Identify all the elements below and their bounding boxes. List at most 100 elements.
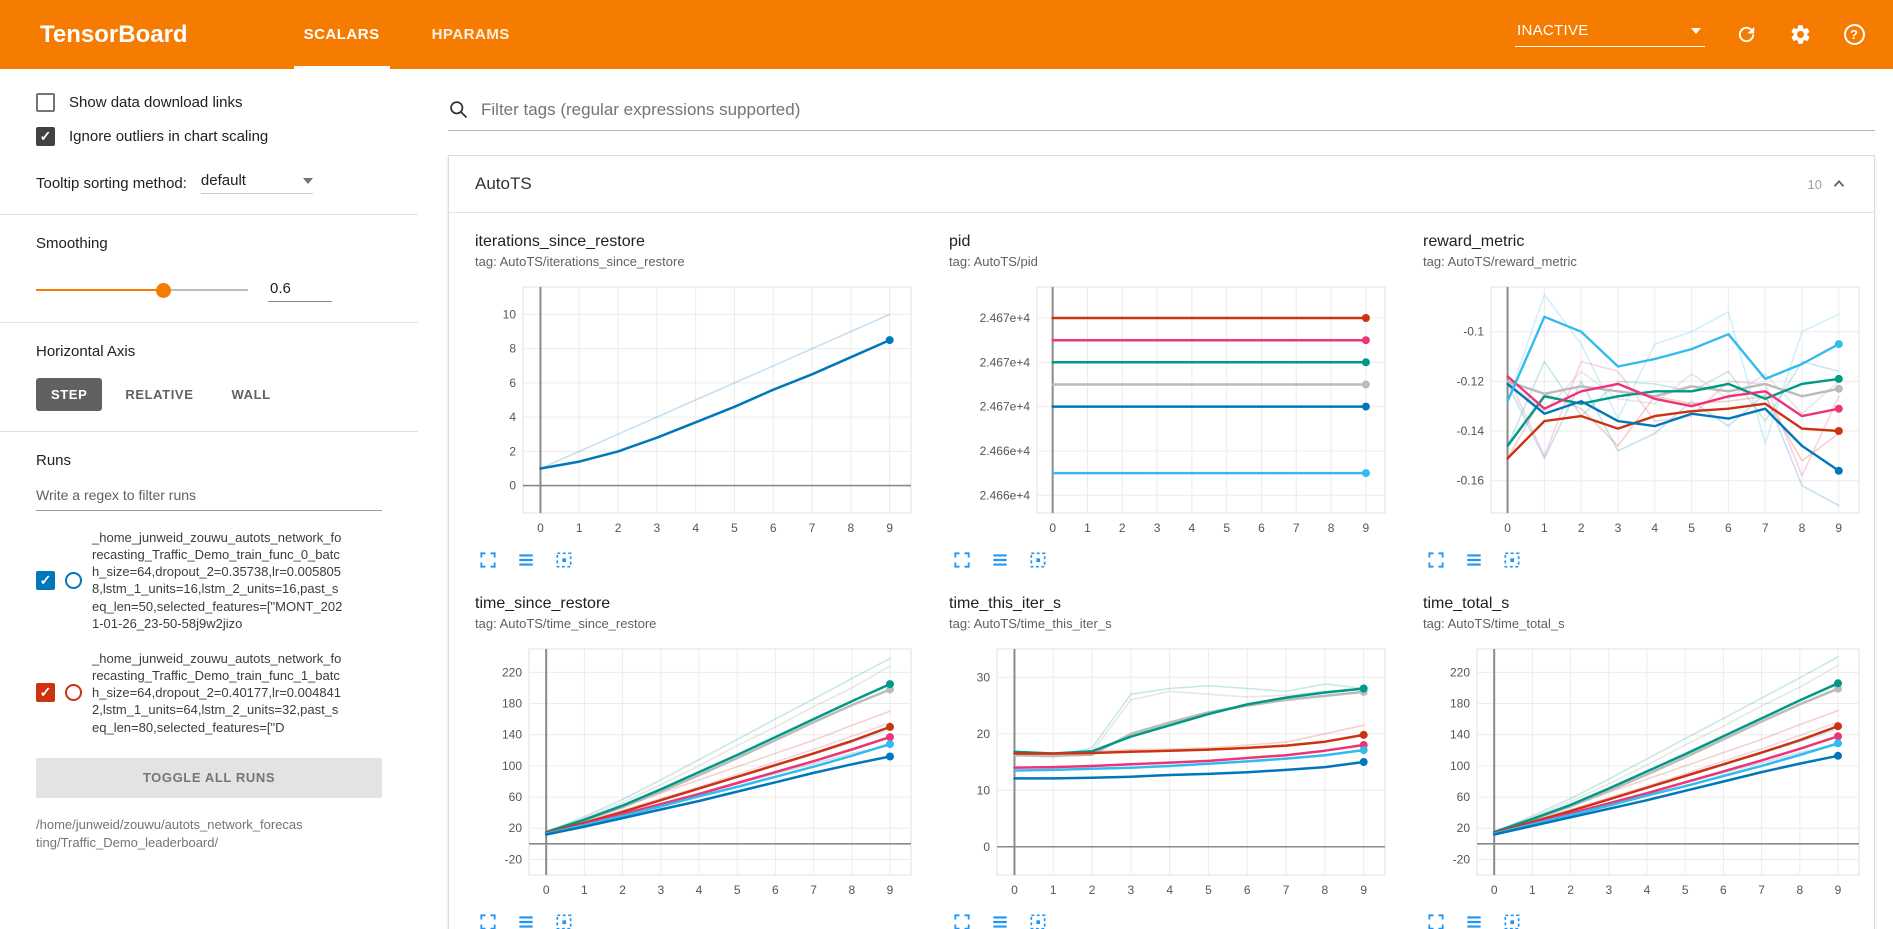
chart-subtitle: tag: AutoTS/iterations_since_restore xyxy=(475,254,685,269)
svg-text:-20: -20 xyxy=(1453,852,1471,866)
svg-text:8: 8 xyxy=(848,883,855,897)
expand-chart-icon[interactable] xyxy=(477,911,499,929)
run-name: _home_junweid_zouwu_autots_network_forec… xyxy=(92,650,342,735)
autots-section-header[interactable]: AutoTS 10 xyxy=(449,156,1874,213)
expand-chart-icon[interactable] xyxy=(951,911,973,929)
svg-text:5: 5 xyxy=(734,883,741,897)
chart-card: time_this_iter_s tag: AutoTS/time_this_it… xyxy=(935,595,1409,929)
svg-text:-0.1: -0.1 xyxy=(1463,325,1484,339)
tooltip-sort-label: Tooltip sorting method: xyxy=(36,174,187,192)
run-data-icon[interactable] xyxy=(515,549,537,571)
slider-thumb[interactable] xyxy=(156,283,172,298)
svg-text:60: 60 xyxy=(509,790,523,804)
run-data-icon[interactable] xyxy=(989,549,1011,571)
chart-title: pid xyxy=(949,233,971,250)
tab-hparams[interactable]: HPARAMS xyxy=(431,26,510,43)
svg-text:8: 8 xyxy=(1799,521,1806,535)
line-chart[interactable]: 0 1 2 3 4 5 6 7 8 9 -0.1 -0.12 -0.14 -0.16 xyxy=(1423,279,1869,539)
expand-chart-icon[interactable] xyxy=(1425,549,1447,571)
filter-tags-input[interactable] xyxy=(481,99,1875,120)
expand-chart-icon[interactable] xyxy=(951,549,973,571)
runs-filter-input[interactable] xyxy=(36,479,382,511)
chart-plot[interactable]: 0 1 2 3 4 5 6 7 8 9 -20 20 60 100 140 180 220 xyxy=(1423,641,1869,906)
run-data-icon[interactable] xyxy=(1463,911,1485,929)
smoothing-slider[interactable] xyxy=(36,282,248,298)
fit-domain-icon[interactable] xyxy=(1501,911,1523,929)
chart-toolbar xyxy=(1423,911,1869,929)
toggle-all-runs-button[interactable]: TOGGLE ALL RUNS xyxy=(36,757,382,798)
fit-domain-icon[interactable] xyxy=(553,549,575,571)
svg-text:4: 4 xyxy=(509,410,516,424)
fit-domain-icon[interactable] xyxy=(553,911,575,929)
svg-text:6: 6 xyxy=(509,376,516,390)
svg-text:6: 6 xyxy=(1720,883,1727,897)
chart-plot[interactable]: 0 1 2 3 4 5 6 7 8 9 2.467e+4 2.467e+4 2.467e+4 2.466e… xyxy=(949,279,1395,544)
settings-gear-icon[interactable] xyxy=(1787,22,1813,48)
run-checkbox[interactable]: ✓ xyxy=(36,683,55,703)
svg-text:60: 60 xyxy=(1457,790,1471,804)
chart-plot[interactable]: 0 1 2 3 4 5 6 7 8 9 0 10 20 30 xyxy=(949,641,1395,906)
slider-fill xyxy=(36,289,164,291)
svg-text:-0.16: -0.16 xyxy=(1457,474,1485,488)
svg-text:7: 7 xyxy=(809,521,816,535)
svg-text:0: 0 xyxy=(1049,521,1056,535)
chart-toolbar xyxy=(475,911,921,929)
axis-wall-button[interactable]: WALL xyxy=(231,387,271,402)
svg-text:6: 6 xyxy=(1725,521,1732,535)
svg-text:4: 4 xyxy=(696,883,703,897)
fit-domain-icon[interactable] xyxy=(1027,549,1049,571)
run-data-icon[interactable] xyxy=(1463,549,1485,571)
fit-domain-icon[interactable] xyxy=(1027,911,1049,929)
svg-text:2: 2 xyxy=(1567,883,1574,897)
run-radio[interactable] xyxy=(65,684,82,702)
chart-plot[interactable]: 0 1 2 3 4 5 6 7 8 9 0 2 4 6 8 10 xyxy=(475,279,921,544)
smoothing-value[interactable]: 0.6 xyxy=(268,278,332,302)
show-download-links-checkbox[interactable] xyxy=(36,93,55,112)
run-data-icon[interactable] xyxy=(989,911,1011,929)
svg-text:0: 0 xyxy=(1504,521,1511,535)
svg-text:10: 10 xyxy=(503,307,517,321)
status-dropdown[interactable]: INACTIVE xyxy=(1515,22,1705,47)
chart-title: reward_metric xyxy=(1423,233,1525,250)
tooltip-sort-value: default xyxy=(200,172,246,189)
tab-scalars[interactable]: SCALARS xyxy=(278,0,406,69)
expand-chart-icon[interactable] xyxy=(477,549,499,571)
axis-relative-button[interactable]: RELATIVE xyxy=(125,387,194,402)
line-chart[interactable]: 0 1 2 3 4 5 6 7 8 9 0 2 4 6 8 10 xyxy=(475,279,921,539)
chevron-up-icon[interactable] xyxy=(1830,175,1848,193)
run-data-icon[interactable] xyxy=(515,911,537,929)
svg-text:2.467e+4: 2.467e+4 xyxy=(980,311,1031,325)
chart-card: iterations_since_restore tag: AutoTS/iter… xyxy=(461,233,935,571)
chart-subtitle: tag: AutoTS/pid xyxy=(949,254,1038,269)
expand-chart-icon[interactable] xyxy=(1425,911,1447,929)
line-chart[interactable]: 0 1 2 3 4 5 6 7 8 9 0 10 20 30 xyxy=(949,641,1395,901)
axis-step-button[interactable]: STEP xyxy=(36,378,103,411)
refresh-icon[interactable] xyxy=(1733,22,1759,48)
line-chart[interactable]: 0 1 2 3 4 5 6 7 8 9 -20 20 60 100 140 180 220 xyxy=(475,641,921,901)
help-icon[interactable]: ? xyxy=(1841,22,1867,48)
svg-text:6: 6 xyxy=(1244,883,1251,897)
line-chart[interactable]: 0 1 2 3 4 5 6 7 8 9 2.467e+4 2.467e+4 2.467e+4 2.466e… xyxy=(949,279,1395,539)
sidebar: Show data download links ✓ Ignore outlie… xyxy=(0,69,418,929)
svg-text:2: 2 xyxy=(1089,883,1096,897)
run-name: _home_junweid_zouwu_autots_network_forec… xyxy=(92,530,343,631)
chart-plot[interactable]: 0 1 2 3 4 5 6 7 8 9 -20 20 60 100 140 180 220 xyxy=(475,641,921,906)
show-download-links-row: Show data download links xyxy=(36,93,382,112)
svg-text:2: 2 xyxy=(1578,521,1585,535)
svg-text:4: 4 xyxy=(1651,521,1658,535)
chart-title: time_total_s xyxy=(1423,595,1510,612)
svg-text:9: 9 xyxy=(887,883,894,897)
fit-domain-icon[interactable] xyxy=(1501,549,1523,571)
svg-text:8: 8 xyxy=(509,342,516,356)
svg-text:7: 7 xyxy=(1283,883,1290,897)
svg-text:8: 8 xyxy=(1796,883,1803,897)
svg-text:5: 5 xyxy=(1682,883,1689,897)
tooltip-sort-dropdown[interactable]: default xyxy=(200,172,313,194)
run-checkbox[interactable]: ✓ xyxy=(36,570,55,590)
chart-plot[interactable]: 0 1 2 3 4 5 6 7 8 9 -0.1 -0.12 -0.14 -0.16 xyxy=(1423,279,1869,544)
ignore-outliers-checkbox[interactable]: ✓ xyxy=(36,127,55,146)
run-radio[interactable] xyxy=(65,571,82,589)
line-chart[interactable]: 0 1 2 3 4 5 6 7 8 9 -20 20 60 100 140 180 220 xyxy=(1423,641,1869,901)
svg-text:-20: -20 xyxy=(505,852,523,866)
svg-text:2: 2 xyxy=(615,521,622,535)
